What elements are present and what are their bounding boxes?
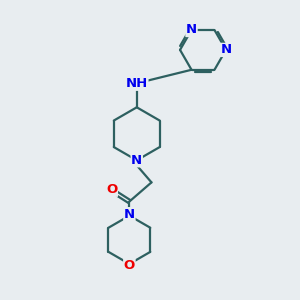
Text: O: O	[106, 183, 117, 196]
Text: N: N	[131, 154, 142, 167]
Text: N: N	[220, 44, 232, 56]
Text: O: O	[124, 259, 135, 272]
Text: N: N	[124, 208, 135, 221]
Text: N: N	[186, 23, 197, 37]
Text: NH: NH	[126, 77, 148, 90]
